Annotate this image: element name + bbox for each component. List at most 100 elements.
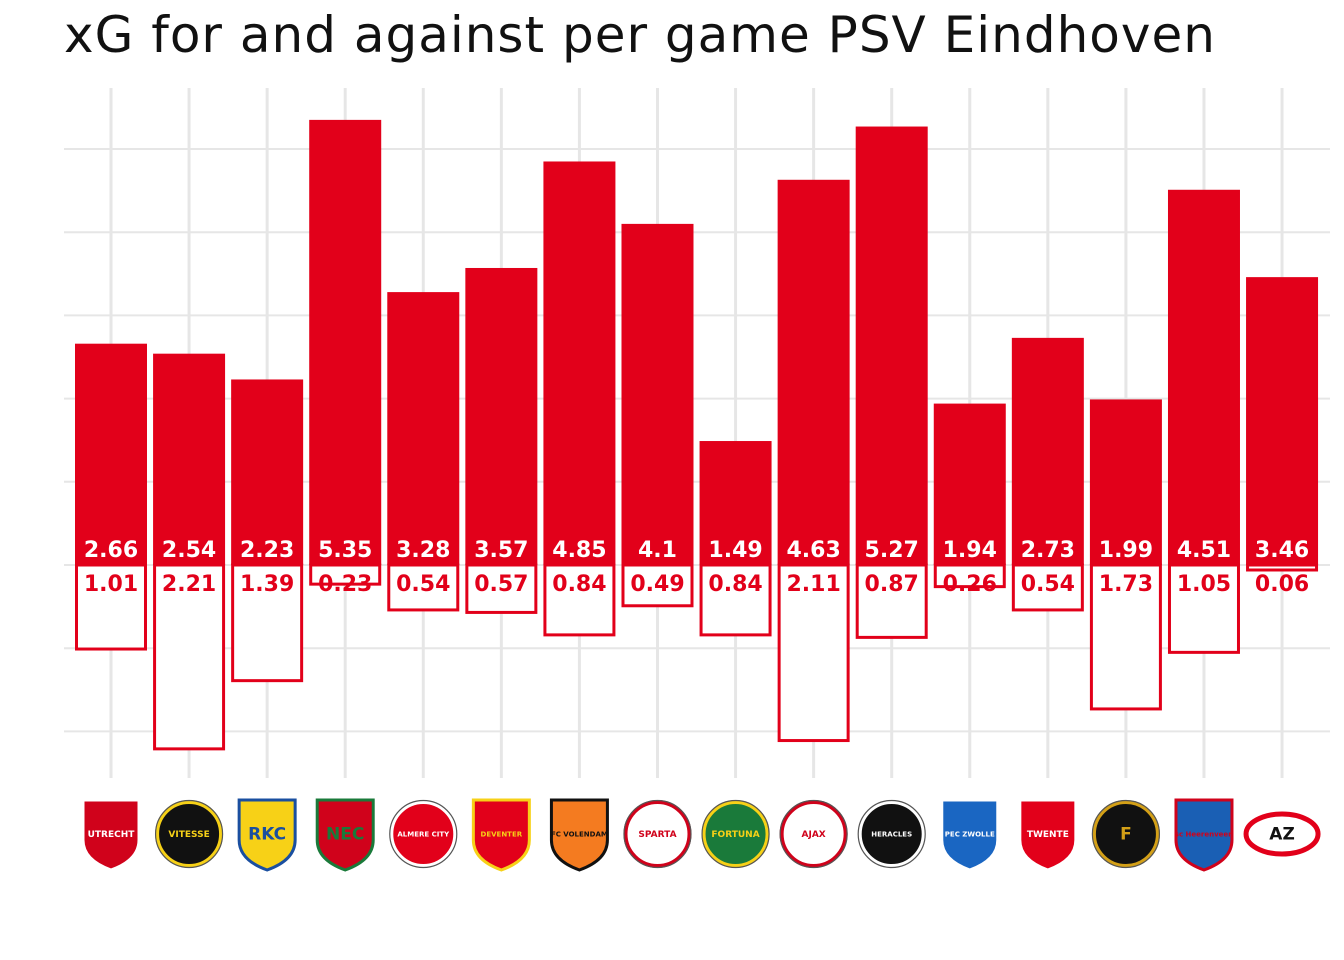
bar-xg-against [309, 563, 382, 586]
value-label-against: 1.39 [240, 572, 294, 597]
logo-outline [154, 799, 224, 869]
value-label-for: 4.51 [1177, 538, 1231, 563]
logo-text: SPARTA [638, 830, 676, 840]
value-label-for: 2.54 [162, 538, 216, 563]
logos-layer: UTRECHT VITESSE RKC NEC ALMERE CITY DEVENTER F… [81, 798, 1321, 872]
logo-shape [81, 798, 141, 872]
value-label-for: 4.85 [552, 538, 606, 563]
logo-text: sc Heerenveen [1175, 830, 1233, 838]
bar-xg-against [465, 563, 538, 614]
bar-xg-for [1246, 277, 1319, 565]
logo-text: NEC [326, 825, 364, 845]
bar-xg-for [387, 292, 460, 565]
bar-xg-for [153, 353, 226, 565]
logo-shape [779, 800, 848, 868]
bar-xg-against [387, 563, 460, 612]
bar-xg-for [855, 126, 928, 565]
bar-xg-for [309, 119, 382, 565]
logo-shape [1018, 798, 1078, 872]
logo-text: F [1120, 825, 1132, 845]
value-label-against: 0.54 [396, 572, 450, 597]
logo-shape [1174, 798, 1234, 872]
value-label-against: 0.23 [318, 572, 372, 597]
bar-xg-against [933, 563, 1006, 589]
bar-xg-for [933, 403, 1006, 565]
team-logo-sparta-icon: SPARTA [623, 799, 692, 869]
bar-xg-against [75, 563, 147, 651]
bar-xg-against [543, 563, 616, 637]
logo-shape [1243, 811, 1321, 857]
bar-xg-for [777, 179, 850, 565]
team-logo-heracles-icon: HERACLES [857, 799, 926, 869]
labels-layer: 2.66 1.01 2.54 2.21 2.23 1.39 5.35 0.23 3.28 0.54… [84, 538, 1309, 597]
team-logo-vitesse-icon: VITESSE [154, 799, 224, 869]
value-label-for: 5.27 [865, 538, 919, 563]
logo-shape [315, 798, 375, 872]
bars-layer [75, 119, 1319, 751]
logo-outline [623, 799, 692, 869]
logo-shape [549, 798, 609, 872]
value-label-for: 5.35 [318, 538, 372, 563]
bar-xg-against [1246, 563, 1319, 572]
bar-xg-for [543, 161, 616, 566]
logo-outline [701, 799, 770, 869]
value-label-against: 1.01 [84, 572, 138, 597]
bar-xg-for [1167, 189, 1240, 565]
bar-xg-against [777, 563, 850, 743]
team-logo-gae-icon: DEVENTER [471, 798, 531, 872]
value-label-against: 2.21 [162, 572, 216, 597]
value-label-for: 3.57 [474, 538, 528, 563]
value-label-against: 0.49 [630, 572, 684, 597]
logo-shape [237, 798, 297, 872]
logo-outline [857, 799, 926, 869]
bar-xg-for [465, 267, 538, 565]
logo-text: HERACLES [871, 830, 912, 838]
logo-outline [779, 799, 848, 869]
logo-shape [155, 800, 224, 868]
logo-shape [471, 798, 531, 872]
logo-shape [1091, 800, 1160, 868]
logo-text: AZ [1269, 825, 1294, 845]
value-label-against: 1.73 [1099, 572, 1153, 597]
value-label-for: 3.46 [1255, 538, 1309, 563]
team-logo-rkc-icon: RKC [237, 798, 297, 872]
logo-outline [1091, 799, 1161, 869]
value-label-for: 1.94 [943, 538, 997, 563]
bar-xg-against [153, 563, 226, 751]
team-logo-almere-icon: ALMERE CITY [389, 799, 458, 869]
team-logo-nec-icon: NEC [315, 798, 375, 872]
value-label-for: 4.1 [638, 538, 677, 563]
value-label-against: 1.05 [1177, 572, 1231, 597]
logo-shape [701, 800, 770, 868]
logo-text: PEC ZWOLLE [945, 830, 995, 838]
logo-text: FC VOLENDAM [551, 830, 608, 838]
value-label-against: 0.06 [1255, 572, 1309, 597]
logo-text: RKC [248, 825, 286, 845]
team-logo-ajax-icon: AJAX [779, 799, 848, 869]
value-label-against: 0.26 [943, 572, 997, 597]
team-logo-feyenoord-icon: F [1091, 799, 1161, 869]
value-label-for: 4.63 [786, 538, 840, 563]
value-label-for: 2.23 [240, 538, 294, 563]
logo-shape [940, 798, 1000, 872]
value-label-for: 3.28 [396, 538, 450, 563]
logo-text: UTRECHT [88, 830, 136, 840]
value-label-for: 1.49 [708, 538, 762, 563]
value-label-against: 0.57 [474, 572, 528, 597]
bar-xg-against [699, 563, 772, 637]
bar-xg-for [1089, 399, 1162, 565]
team-logo-twente-icon: TWENTE [1018, 798, 1078, 872]
team-logo-heerenveen-icon: sc Heerenveen [1174, 798, 1234, 872]
value-label-against: 0.84 [552, 572, 606, 597]
bar-xg-for [621, 223, 694, 565]
logo-shape [857, 800, 926, 868]
value-label-for: 2.73 [1021, 538, 1075, 563]
bar-xg-against [855, 563, 928, 639]
value-label-against: 0.54 [1021, 572, 1075, 597]
logo-shape [623, 800, 692, 868]
logo-outline [389, 799, 458, 869]
bar-xg-against [1089, 563, 1162, 711]
logo-shape [389, 800, 458, 868]
value-label-against: 2.11 [786, 572, 840, 597]
